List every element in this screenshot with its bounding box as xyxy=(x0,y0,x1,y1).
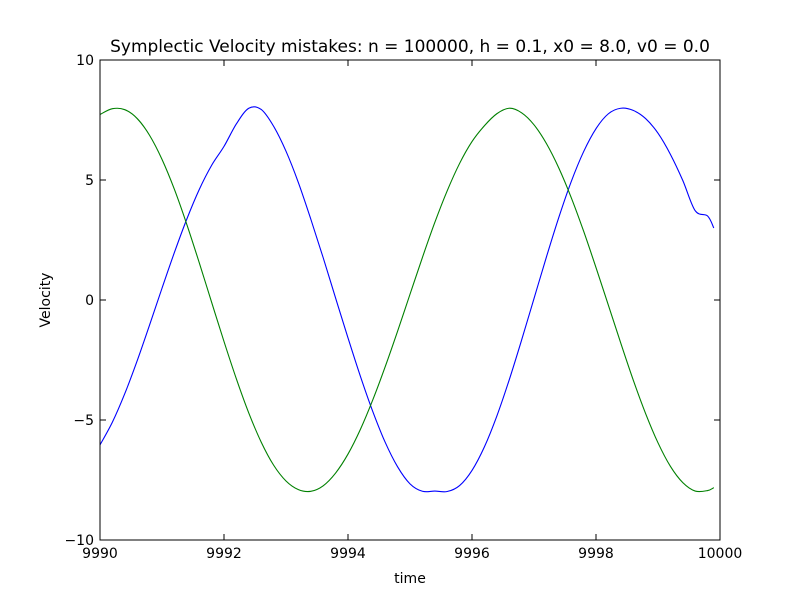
axis-ticks: 9990 9992 9994 9996 9998 10000 −10 −5 0 5 10 xyxy=(64,53,742,562)
x-tick-label-5: 10000 xyxy=(698,546,743,562)
series-line-1 xyxy=(100,106,715,493)
y-axis-label: Velocity xyxy=(38,273,54,328)
plot-area xyxy=(100,106,715,493)
x-axis-label: time xyxy=(394,571,426,587)
plot-frame xyxy=(99,59,721,541)
y-tick-label-0: −10 xyxy=(64,533,94,549)
x-tick-label-4: 9998 xyxy=(578,546,614,562)
series-line-2 xyxy=(100,107,715,493)
y-tick-label-2: 0 xyxy=(85,293,94,309)
y-tick-label-3: 5 xyxy=(85,173,94,189)
chart-title: Symplectic Velocity mistakes: n = 100000… xyxy=(110,37,710,57)
x-tick-label-1: 9992 xyxy=(206,546,242,562)
x-tick-label-2: 9994 xyxy=(330,546,366,562)
x-tick-label-3: 9996 xyxy=(454,546,490,562)
x-tick-label-0: 9990 xyxy=(82,546,118,562)
y-tick-label-1: −5 xyxy=(73,413,94,429)
y-tick-label-4: 10 xyxy=(76,53,94,69)
